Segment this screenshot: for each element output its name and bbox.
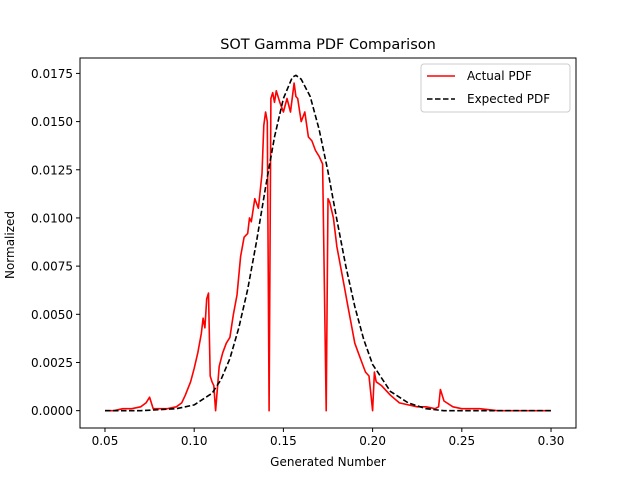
plot-frame xyxy=(79,57,577,429)
y-tick-label: 0.0050 xyxy=(31,308,73,322)
legend-label-expected: Expected PDF xyxy=(467,92,550,106)
y-tick-label: 0.0175 xyxy=(31,67,73,81)
tick-layer: 0.05 0.10 0.15 0.20 0.25 0.30 0.0000 0.0025 0.00… xyxy=(31,67,564,448)
legend-label-actual: Actual PDF xyxy=(467,69,532,83)
x-tick-label: 0.30 xyxy=(538,434,565,448)
legend-box xyxy=(420,63,571,113)
x-tick-label: 0.20 xyxy=(359,434,386,448)
series-line-actual-pdf xyxy=(105,82,551,412)
chart-title: SOT Gamma PDF Comparison xyxy=(220,37,436,53)
x-tick-label: 0.25 xyxy=(448,434,475,448)
legend: Actual PDF Expected PDF xyxy=(420,63,571,113)
y-tick-label: 0.0000 xyxy=(31,404,73,418)
y-tick-label: 0.0150 xyxy=(31,115,73,129)
y-tick-label: 0.0025 xyxy=(31,356,73,370)
x-axis-label: Generated Number xyxy=(270,455,386,469)
series-line-expected-pdf xyxy=(105,74,551,412)
y-tick-label: 0.0075 xyxy=(31,260,73,274)
x-tick-label: 0.10 xyxy=(181,434,208,448)
series-layer xyxy=(105,74,551,412)
x-tick-label: 0.15 xyxy=(270,434,297,448)
y-tick-label: 0.0125 xyxy=(31,163,73,177)
x-tick-label: 0.05 xyxy=(92,434,119,448)
y-axis-label: Normalized xyxy=(3,211,17,279)
y-tick-label: 0.0100 xyxy=(31,211,73,225)
